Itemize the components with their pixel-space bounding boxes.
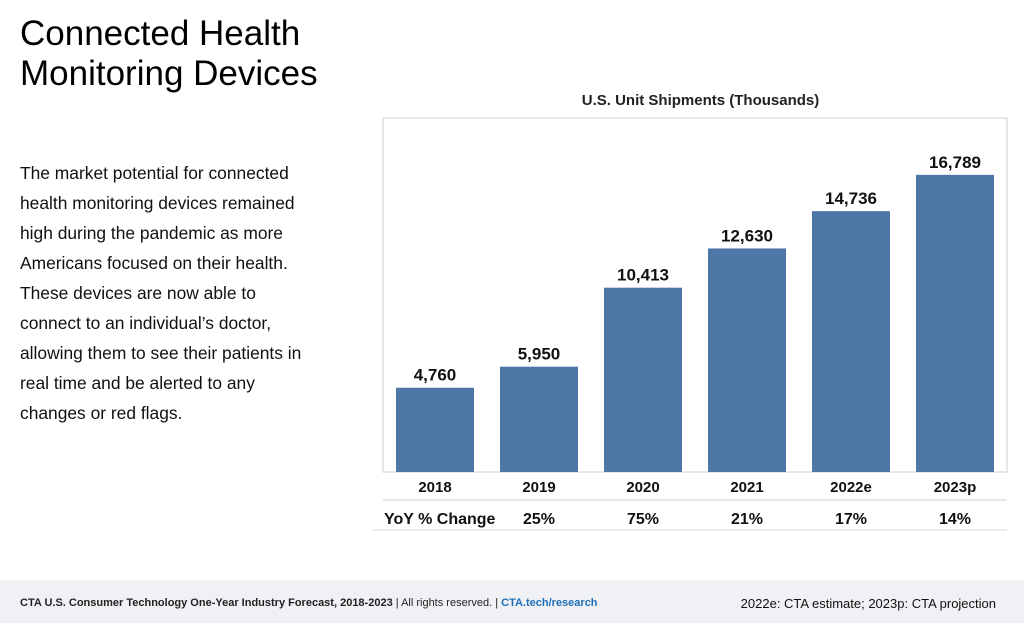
footer-note: 2022e: CTA estimate; 2023p: CTA projecti… <box>740 596 996 611</box>
bar-2019 <box>500 366 578 472</box>
bar-2022e <box>812 211 890 472</box>
value-label-2019: 5,950 <box>518 345 561 364</box>
yoy-value-2020: 75% <box>627 511 659 528</box>
plot-frame <box>382 117 1008 473</box>
value-label-2022e: 14,736 <box>825 189 877 208</box>
yoy-value-2021: 21% <box>731 511 763 528</box>
page-title: Connected Health Monitoring Devices <box>20 14 318 94</box>
footer-research-link[interactable]: CTA.tech/research <box>501 597 598 609</box>
yoy-value-2022e: 17% <box>835 511 867 528</box>
yoy-row: YoY % Change 25% 75% 21% 17% 14% <box>384 511 971 528</box>
yoy-row-title: YoY % Change <box>384 511 496 528</box>
footer-source-title: CTA U.S. Consumer Technology One-Year In… <box>20 597 393 609</box>
category-label-2020: 2020 <box>626 479 659 496</box>
yoy-value-2019: 25% <box>523 511 555 528</box>
category-label-2019: 2019 <box>522 479 555 496</box>
value-label-2021: 12,630 <box>721 226 773 245</box>
chart-title: U.S. Unit Shipments (Thousands) <box>581 92 820 109</box>
bar-2018 <box>396 387 474 472</box>
description-text: The market potential for connected healt… <box>20 163 302 423</box>
footer-rights: All rights reserved. <box>401 597 493 609</box>
bar-2021 <box>708 248 786 472</box>
bar-series <box>396 174 994 472</box>
value-label-2023p: 16,789 <box>929 153 981 172</box>
category-label-2023p: 2023p <box>934 479 977 496</box>
value-label-2020: 10,413 <box>617 266 669 285</box>
footer-separator: | <box>392 597 402 609</box>
bar-2023p <box>916 174 994 472</box>
value-labels: 4,760 5,950 10,413 12,630 14,736 16,789 <box>414 153 981 385</box>
value-label-2018: 4,760 <box>414 366 457 385</box>
footer-separator: | <box>492 597 502 609</box>
category-labels: 2018 2019 2020 2021 2022e 2023p <box>418 479 976 496</box>
footer-source: CTA U.S. Consumer Technology One-Year In… <box>20 597 598 609</box>
bar-2020 <box>604 287 682 472</box>
category-label-2021: 2021 <box>730 479 763 496</box>
category-label-2018: 2018 <box>418 479 451 496</box>
page-title-line-1: Connected Health <box>20 14 301 53</box>
category-label-2022e: 2022e <box>830 479 872 496</box>
page-title-line-2: Monitoring Devices <box>20 54 318 93</box>
yoy-value-2023p: 14% <box>939 511 971 528</box>
category-axis-band <box>384 471 1006 500</box>
footer: CTA U.S. Consumer Technology One-Year In… <box>0 580 1024 623</box>
